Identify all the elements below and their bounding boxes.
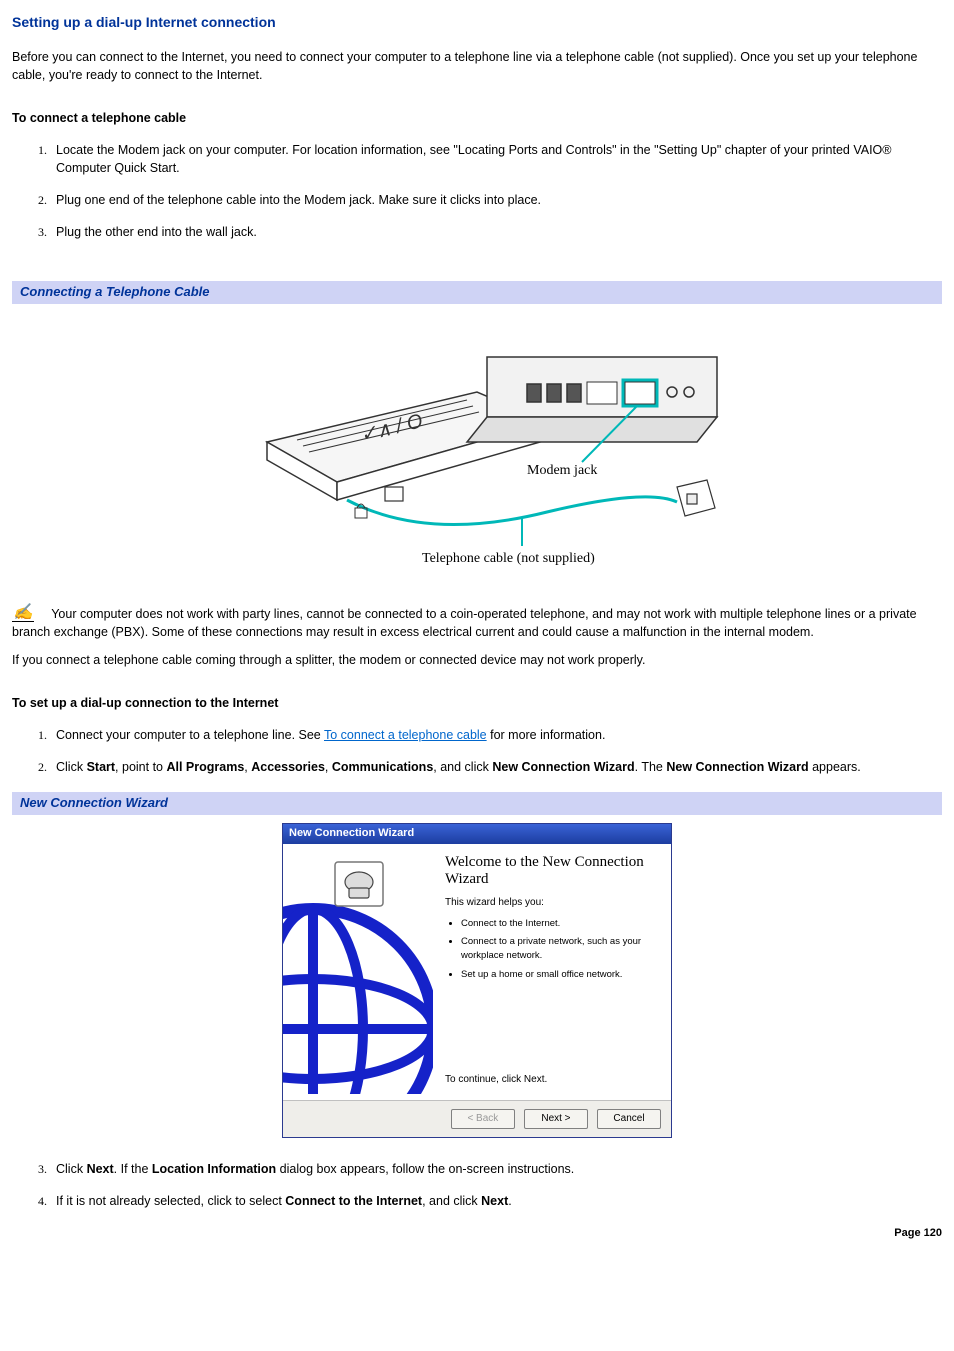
text: . If the [114,1162,152,1176]
note-text-1: Your computer does not work with party l… [12,607,917,639]
wizard-helps-text: This wizard helps you: [445,896,657,911]
note-text-2: If you connect a telephone cable coming … [12,651,942,669]
text: Connect your computer to a telephone lin… [56,728,324,742]
list-item: If it is not already selected, click to … [50,1192,942,1210]
wizard-continue-text: To continue, click Next. [445,1073,657,1092]
text: Next [481,1194,508,1208]
text: Start [87,760,115,774]
text: If it is not already selected, click to … [56,1194,285,1208]
modem-jack-label: Modem jack [527,463,597,478]
list-item: Plug one end of the telephone cable into… [50,191,942,209]
text: Connect to the Internet [285,1194,422,1208]
section-b-steps-cont: Click Next. If the Location Information … [12,1160,942,1210]
page-title: Setting up a dial-up Internet connection [12,12,942,32]
figure1-caption: Telephone cable (not supplied) [422,551,595,566]
text: Location Information [152,1162,276,1176]
list-item: Locate the Modem jack on your computer. … [50,141,942,177]
text: dialog box appears, follow the on-screen… [276,1162,574,1176]
text: Click [56,1162,87,1176]
text: Click [56,760,87,774]
text: Communications [332,760,433,774]
text: , and click [422,1194,481,1208]
back-button[interactable]: < Back [451,1109,515,1130]
section-b-steps: Connect your computer to a telephone lin… [12,726,942,776]
section-a-heading: To connect a telephone cable [12,109,942,127]
list-item: Click Next. If the Location Information … [50,1160,942,1178]
list-item: Connect your computer to a telephone lin… [50,726,942,744]
text: . The [635,760,667,774]
telephone-cable-link[interactable]: To connect a telephone cable [324,728,487,742]
text: . [508,1194,511,1208]
figure1-title-bar: Connecting a Telephone Cable [12,281,942,304]
text: for more information. [487,728,606,742]
text: , point to [115,760,166,774]
list-item: Click Start, point to All Programs, Acce… [50,758,942,776]
text: , [325,760,332,774]
text: Next [87,1162,114,1176]
text: All Programs [166,760,244,774]
section-a-steps: Locate the Modem jack on your computer. … [12,141,942,242]
wizard-welcome-heading: Welcome to the New Connection Wizard [445,854,657,889]
wizard-bullets: Connect to the Internet. Connect to a pr… [445,917,657,987]
section-b-heading: To set up a dial-up connection to the In… [12,694,942,712]
figure2-title-bar: New Connection Wizard [12,792,942,815]
cancel-button[interactable]: Cancel [597,1109,661,1130]
list-item: Connect to the Internet. [461,917,657,931]
text: New Connection Wizard [492,760,634,774]
wizard-button-row: < Back Next > Cancel [283,1100,671,1138]
page-number: Page 120 [12,1226,942,1242]
intro-paragraph: Before you can connect to the Internet, … [12,48,942,84]
next-button[interactable]: Next > [524,1109,588,1130]
figure1-illustration: ✓∧ / O [12,312,942,577]
wizard-sidebar-graphic [283,844,433,1100]
text: , and click [433,760,492,774]
note-block: ✍ Your computer does not work with party… [12,605,942,641]
list-item: Plug the other end into the wall jack. [50,223,942,241]
wizard-screenshot: New Connection Wizard [12,823,942,1138]
list-item: Set up a home or small office network. [461,968,657,982]
wizard-window-title: New Connection Wizard [283,824,671,844]
text: appears. [809,760,861,774]
text: Accessories [251,760,325,774]
note-icon: ✍ [12,605,34,622]
text: New Connection Wizard [666,760,808,774]
list-item: Connect to a private network, such as yo… [461,935,657,963]
